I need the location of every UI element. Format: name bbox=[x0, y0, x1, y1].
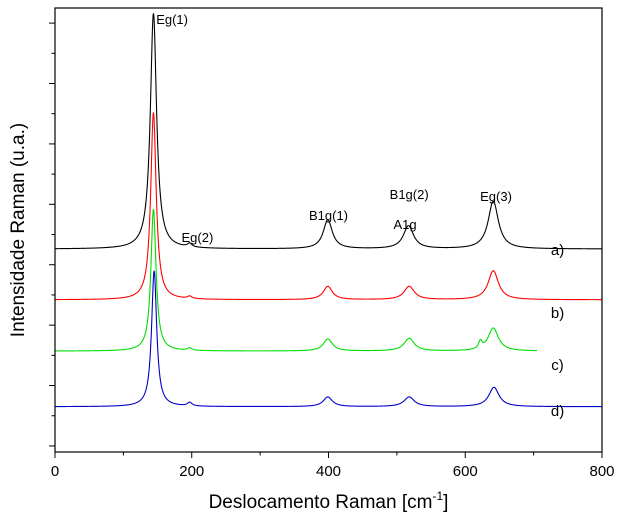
x-axis-title-sup: -1 bbox=[432, 489, 443, 503]
x-tick-label: 400 bbox=[316, 463, 341, 480]
peak-label: Eg(2) bbox=[181, 230, 213, 245]
plot-frame bbox=[54, 7, 603, 453]
series-line-1 bbox=[54, 13, 602, 250]
x-tick-label: 0 bbox=[51, 463, 59, 480]
peak-label: Eg(3) bbox=[480, 189, 512, 204]
x-axis-title-main: Deslocamento Raman [cm bbox=[209, 492, 433, 513]
peak-label: Eg(1) bbox=[156, 12, 188, 27]
x-tick-labels: 0 200 400 600 800 bbox=[51, 463, 615, 480]
plot-area: 0 200 400 600 800 Eg(1)Eg(2)B1g(1)B1g(2)A1gE… bbox=[49, 7, 615, 480]
series-label: b) bbox=[551, 305, 564, 322]
series-line-2 bbox=[55, 112, 602, 301]
x-tick-label: 800 bbox=[589, 463, 614, 480]
peak-label: B1g(2) bbox=[390, 187, 429, 202]
series-labels: a) b) c) d) bbox=[551, 242, 564, 420]
axis-ticks bbox=[49, 22, 603, 458]
peak-label: A1g bbox=[394, 217, 417, 232]
x-axis-title-end: ] bbox=[443, 492, 448, 513]
series-group bbox=[54, 13, 602, 408]
peak-labels: Eg(1) Eg(2) B1g(1) B1g(2) A1g Eg(3) bbox=[156, 12, 512, 245]
series-label: d) bbox=[551, 403, 564, 420]
series-label: a) bbox=[551, 242, 564, 259]
series-line-4 bbox=[55, 270, 602, 408]
x-axis-title: Deslocamento Raman [cm-1] bbox=[209, 489, 449, 513]
series-label: c) bbox=[551, 357, 564, 374]
peak-label: B1g(1) bbox=[309, 208, 348, 223]
x-tick-label: 600 bbox=[453, 463, 478, 480]
x-tick-label: 200 bbox=[179, 463, 204, 480]
y-axis-title: Intensidade Raman (u.a.) bbox=[8, 123, 29, 337]
series-line-3 bbox=[54, 209, 538, 352]
